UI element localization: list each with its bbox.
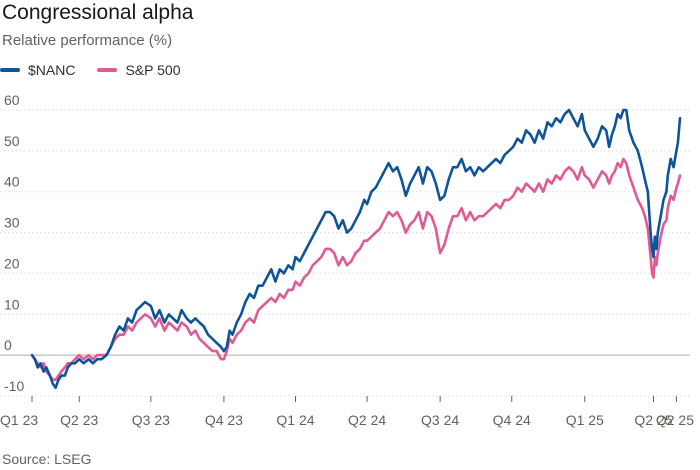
- y-tick-label: 0: [4, 337, 12, 353]
- x-tick-label: Q2 25: [656, 412, 694, 428]
- chart-subtitle: Relative performance (%): [2, 32, 173, 49]
- legend-swatch-sp500: [97, 68, 118, 72]
- x-tick-label: Q2 25: [634, 412, 672, 428]
- x-tick-label: Q1 25: [566, 412, 604, 428]
- y-tick-label: 50: [4, 133, 20, 149]
- source-note: Source: LSEG: [2, 451, 92, 467]
- x-tick-label: Q4 24: [493, 412, 531, 428]
- legend-label-nanc: $NANC: [28, 62, 76, 78]
- x-tick-label: Q1 23: [0, 412, 38, 428]
- legend-item-nanc: $NANC: [0, 62, 75, 78]
- x-tick-label: Q2 24: [348, 412, 386, 428]
- legend-swatch-nanc: [0, 68, 20, 72]
- legend-item-sp500: S&P 500: [97, 62, 180, 78]
- y-tick-label: 30: [4, 215, 20, 231]
- y-tick-label: -10: [4, 378, 24, 394]
- x-tick-label: Q3 24: [421, 412, 459, 428]
- y-tick-label: 10: [4, 296, 20, 312]
- y-tick-label: 40: [4, 174, 20, 190]
- x-tick-label: Q3 23: [132, 412, 170, 428]
- legend-label-sp500: S&P 500: [125, 62, 181, 78]
- series-line-sp500: [30, 157, 682, 381]
- series-line-nanc: [30, 108, 682, 390]
- x-tick-label: Q2 23: [60, 412, 98, 428]
- chart-legend: $NANC S&P 500: [0, 60, 180, 80]
- x-tick-label: Q1 24: [276, 412, 314, 428]
- y-tick-label: 20: [4, 255, 20, 271]
- y-tick-label: 60: [4, 92, 20, 108]
- chart-title: Congressional alpha: [2, 1, 194, 24]
- x-tick-label: Q4 23: [205, 412, 243, 428]
